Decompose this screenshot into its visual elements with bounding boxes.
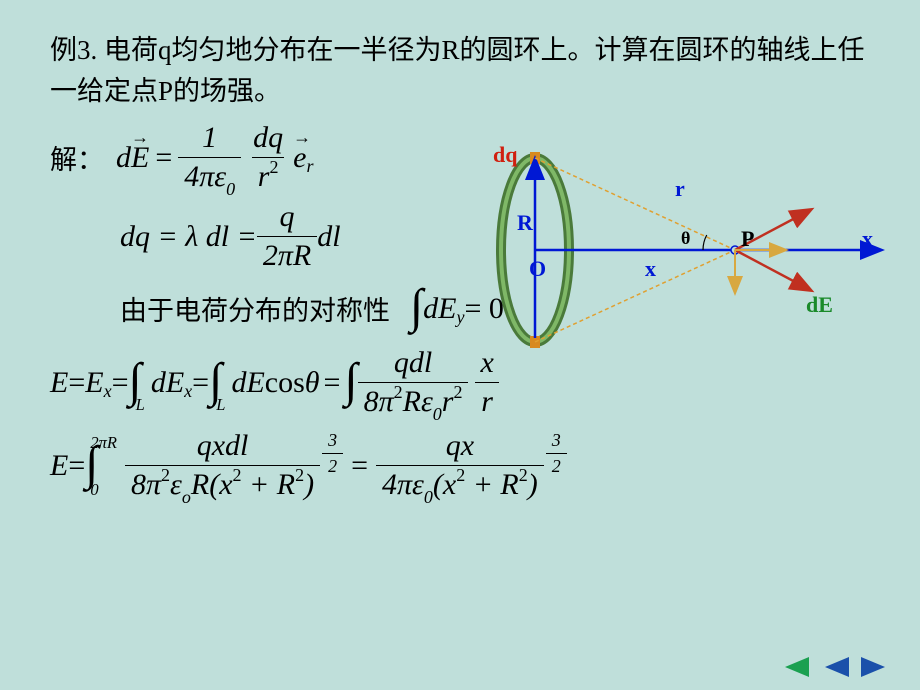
label-R: R <box>517 210 533 236</box>
label-x-axis: x <box>862 226 873 252</box>
symmetry-text: 由于电荷分布的对称性 <box>120 289 390 328</box>
eq-dq: dq = λ dl = q 2πR dl <box>120 200 341 273</box>
problem-statement: 例3. 电荷q均匀地分布在一半径为R的圆环上。计算在圆环的轴线上任一给定点P的场… <box>50 30 870 111</box>
label-dE: dE <box>806 292 833 318</box>
solution-label: 解： <box>50 138 104 177</box>
label-dq: dq <box>493 142 517 168</box>
label-P: P <box>741 226 754 252</box>
label-r: r <box>675 176 685 202</box>
eq-E-integral: E = Ex = ∫L dEx = ∫L dEcosθ = ∫ qdl 8π2R… <box>50 346 500 419</box>
ring-diagram: dq R O r θ P x x dE <box>470 150 890 370</box>
nav-prev-button[interactable] <box>820 656 850 678</box>
label-x-segment: x <box>645 256 656 282</box>
nav-back-button[interactable] <box>780 656 810 678</box>
eq-E-final: E = ∫ 2πR0 qxdl 8π2εoR(x2 + R2) 3 2 = qx… <box>50 429 567 502</box>
label-theta: θ <box>681 228 690 249</box>
eq-dE: dE = 1 4πε0 dq r2 er <box>116 121 313 194</box>
nav-controls <box>780 656 890 678</box>
label-O: O <box>529 256 546 282</box>
nav-next-button[interactable] <box>860 656 890 678</box>
